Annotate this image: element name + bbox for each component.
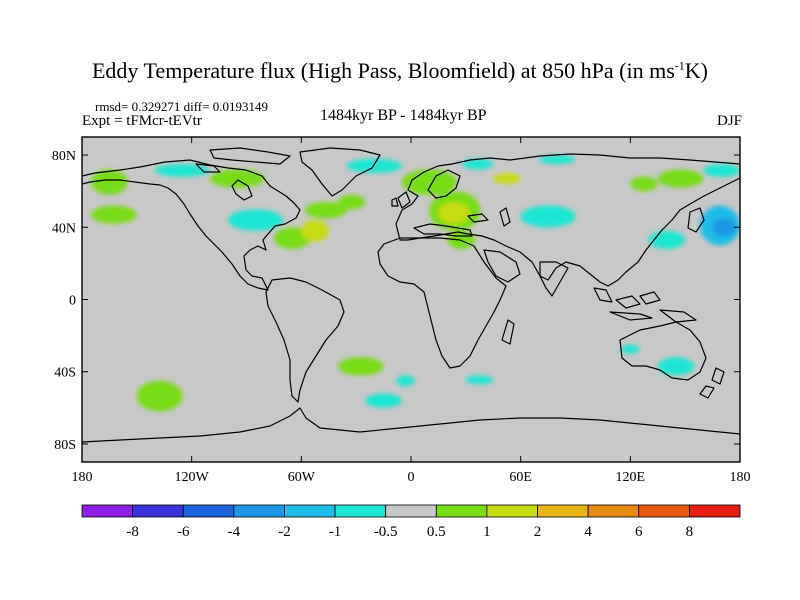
coast-antarctica [82, 407, 740, 443]
anomaly-region-5 [273, 227, 311, 249]
anomaly-region-7 [301, 220, 329, 242]
anomaly-region-17 [538, 155, 576, 165]
anomaly-region-26 [136, 380, 183, 412]
anomaly-regions [91, 155, 740, 412]
colorbar-label-11: 8 [686, 524, 694, 540]
anomaly-region-0 [91, 169, 128, 195]
colorbar-label-7: 1 [483, 524, 491, 540]
anomaly-region-27 [337, 357, 384, 376]
anomaly-region-8 [337, 194, 366, 210]
anomaly-region-14 [462, 158, 494, 170]
title-end: K) [684, 58, 708, 83]
anomaly-region-25 [657, 357, 695, 376]
x-tick-label-4: 60E [509, 470, 532, 485]
anomaly-region-15 [493, 173, 521, 184]
coast-mediterranean [413, 223, 473, 237]
colorbar-swatch-8 [486, 504, 538, 518]
y-tick-label-3: 40S [54, 366, 76, 381]
coast-new-zealand [699, 367, 725, 399]
coast-arctic-islands [195, 147, 291, 173]
colorbar-label-5: -0.5 [374, 524, 398, 540]
colorbar-label-1: -6 [177, 524, 190, 540]
colorbar-swatch-7 [435, 504, 488, 518]
coast-se-asia-islands [593, 287, 697, 323]
colorbar-swatch-0 [81, 504, 134, 518]
colorbar-swatch-10 [587, 504, 640, 518]
coast-north-america [82, 159, 301, 291]
colorbar-label-4: -1 [329, 524, 342, 540]
colorbar-swatch-3 [233, 504, 285, 518]
anomaly-region-24 [621, 344, 640, 354]
colorbar-swatch-1 [132, 504, 184, 518]
x-tick-label-6: 180 [730, 470, 751, 485]
anomaly-region-1 [91, 205, 137, 224]
stats-text: rmsd= 0.329271 diff= 0.0193149 [95, 99, 268, 114]
anomaly-region-28 [365, 393, 402, 408]
colorbar-swatch-11 [638, 504, 690, 518]
anomaly-region-12 [438, 202, 470, 224]
coast-hudson-bay [231, 179, 253, 201]
y-tick-label-4: 80S [54, 438, 76, 453]
x-axis: 180 120W 60W 0 60E 120E 180 [72, 137, 751, 485]
y-tick-label-2: 0 [69, 294, 76, 309]
anomaly-region-18 [630, 176, 658, 192]
colorbar-label-10: 6 [635, 524, 643, 540]
anomaly-region-10 [401, 169, 457, 195]
coast-india [539, 261, 569, 297]
period-label: 1484kyr BP - 1484kyr BP [320, 107, 487, 124]
colorbar-label-9: 4 [584, 524, 592, 540]
title-superscript: -1 [674, 58, 685, 73]
y-tick-label-0: 80N [52, 149, 76, 164]
x-tick-label-1: 120W [175, 470, 210, 485]
coast-south-america [265, 277, 345, 403]
title-main: Eddy Temperature flux (High Pass, Bloomf… [91, 58, 675, 83]
coast-british-isles [391, 191, 411, 209]
season-label: DJF [716, 113, 742, 129]
anomaly-region-19 [657, 169, 704, 188]
anomaly-region-29 [396, 375, 415, 387]
coast-australia [619, 321, 707, 381]
colorbar-label-8: 2 [534, 524, 542, 540]
colorbar-label-0: -8 [126, 524, 139, 540]
experiment-label: Expt = tFMcr-tEVtr [82, 113, 202, 129]
x-tick-label-0: 180 [72, 470, 93, 485]
coast-madagascar [501, 319, 515, 345]
x-tick-label-5: 120E [616, 470, 646, 485]
anomaly-region-9 [347, 158, 402, 174]
colorbar-swatch-9 [537, 504, 589, 518]
colorbar-swatch-12 [688, 504, 741, 518]
coast-black-caspian [467, 207, 511, 227]
x-tick-label-2: 60W [288, 470, 316, 485]
anomaly-region-2 [155, 164, 210, 177]
coast-japan [687, 207, 705, 233]
anomaly-region-3 [209, 169, 265, 188]
anomaly-region-30 [465, 375, 494, 385]
y-axis: 80N 40N 0 40S 80S [52, 149, 740, 453]
colorbar-swatch-5 [334, 504, 387, 518]
coast-greenland [299, 147, 381, 197]
colorbar-label-2: -4 [228, 524, 241, 540]
anomaly-region-6 [304, 202, 348, 219]
chart-title: Eddy Temperature flux (High Pass, Bloomf… [0, 58, 800, 84]
colorbar-swatch-6 [385, 504, 437, 518]
colorbar-label-3: -2 [278, 524, 291, 540]
coast-eurasia [395, 153, 740, 287]
anomaly-region-20 [703, 164, 740, 177]
colorbar: -8 -6 -4 -2 -1 -0.5 0.5 1 2 4 6 8 [81, 504, 741, 540]
y-tick-label-1: 40N [52, 221, 76, 236]
coast-scandinavia [427, 169, 461, 199]
colorbar-label-6: 0.5 [427, 524, 446, 540]
coast-africa [377, 237, 507, 369]
x-tick-label-3: 0 [408, 470, 415, 485]
coastlines [82, 147, 740, 443]
anomaly-region-16 [520, 205, 576, 228]
colorbar-swatch-2 [182, 504, 235, 518]
anomaly-region-22 [712, 218, 737, 237]
colorbar-swatch-4 [284, 504, 336, 518]
coast-arabia [483, 249, 521, 283]
anomaly-region-4 [228, 209, 284, 231]
